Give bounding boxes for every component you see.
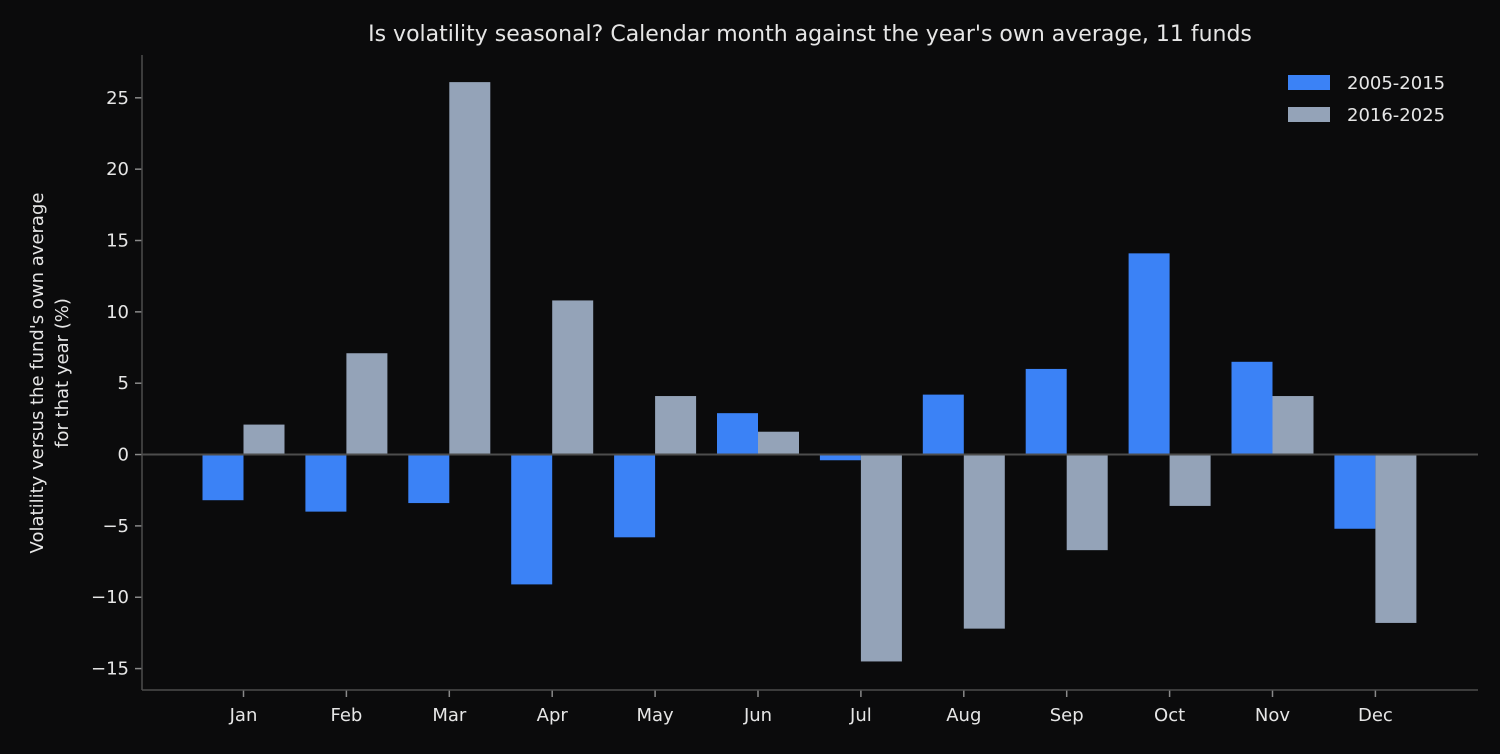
x-tick-label-mar: Mar [432,705,467,726]
y-tick-label: −5 [102,516,129,537]
axes [141,55,1478,691]
bar-oct-series-2 [1169,454,1211,506]
bar-may-series-1 [614,454,656,538]
y-tick-label: 10 [106,302,129,323]
x-tick-label-jun: Jun [743,705,772,726]
legend-label-series-1: 2005-2015 [1347,73,1445,94]
chart-title: Is volatility seasonal? Calendar month a… [368,22,1252,47]
x-tick-label-feb: Feb [330,705,362,726]
legend-label-series-2: 2016-2025 [1347,105,1445,126]
y-tick-label: 0 [118,445,129,466]
bar-mar-series-2 [449,82,491,455]
x-tick-label-jan: Jan [229,705,258,726]
bar-aug-series-2 [963,454,1005,629]
bar-may-series-2 [655,396,697,455]
y-tick-label: −10 [91,587,129,608]
x-tick-label-nov: Nov [1255,705,1290,726]
y-axis-label-line-2: for that year (%) [52,298,73,448]
legend-swatch-series-1 [1288,75,1330,90]
bar-apr-series-1 [511,454,553,585]
legend-swatch-series-2 [1288,107,1330,122]
bar-nov-series-2 [1272,396,1314,455]
y-tick-label: −15 [91,659,129,680]
y-tick-label: 20 [106,159,129,180]
y-axis-label-line-1: Volatility versus the fund's own average [27,193,48,554]
bar-feb-series-2 [346,353,388,455]
x-tick-label-aug: Aug [946,705,981,726]
bar-aug-series-1 [922,394,964,455]
bar-dec-series-1 [1334,454,1376,529]
x-tick-label-may: May [636,705,674,726]
bar-sep-series-1 [1025,368,1067,455]
bar-sep-series-2 [1066,454,1108,551]
y-tick-label: 5 [118,373,129,394]
x-axis-ticks: Jan Feb Mar Apr May Jun Jul Aug Sep Oct Nov Dec [229,690,1393,726]
bar-jan-series-1 [202,454,244,501]
x-tick-label-apr: Apr [537,705,569,726]
bar-apr-series-2 [552,300,594,455]
bar-jun-series-2 [758,431,799,455]
y-axis-label: Volatility versus the fund's own average… [27,193,73,554]
x-tick-label-oct: Oct [1154,705,1185,726]
y-axis-ticks: −15 −10 −5 0 5 10 15 20 25 [91,88,142,680]
y-tick-label: 15 [106,231,129,252]
bar-feb-series-1 [305,454,347,512]
bar-jun-series-1 [717,413,758,455]
x-tick-label-dec: Dec [1358,705,1393,726]
legend: 2005-2015 2016-2025 [1288,73,1445,126]
bar-jan-series-2 [243,424,285,455]
bar-jul-series-2 [860,454,902,662]
x-tick-label-jul: Jul [849,705,872,726]
bar-nov-series-1 [1231,361,1273,455]
y-tick-label: 25 [106,88,129,109]
bar-mar-series-1 [408,454,450,504]
bars-group [142,82,1478,662]
bar-oct-series-1 [1128,253,1170,455]
bar-dec-series-2 [1375,454,1417,623]
x-tick-label-sep: Sep [1050,705,1084,726]
bar-jul-series-1 [819,454,861,461]
